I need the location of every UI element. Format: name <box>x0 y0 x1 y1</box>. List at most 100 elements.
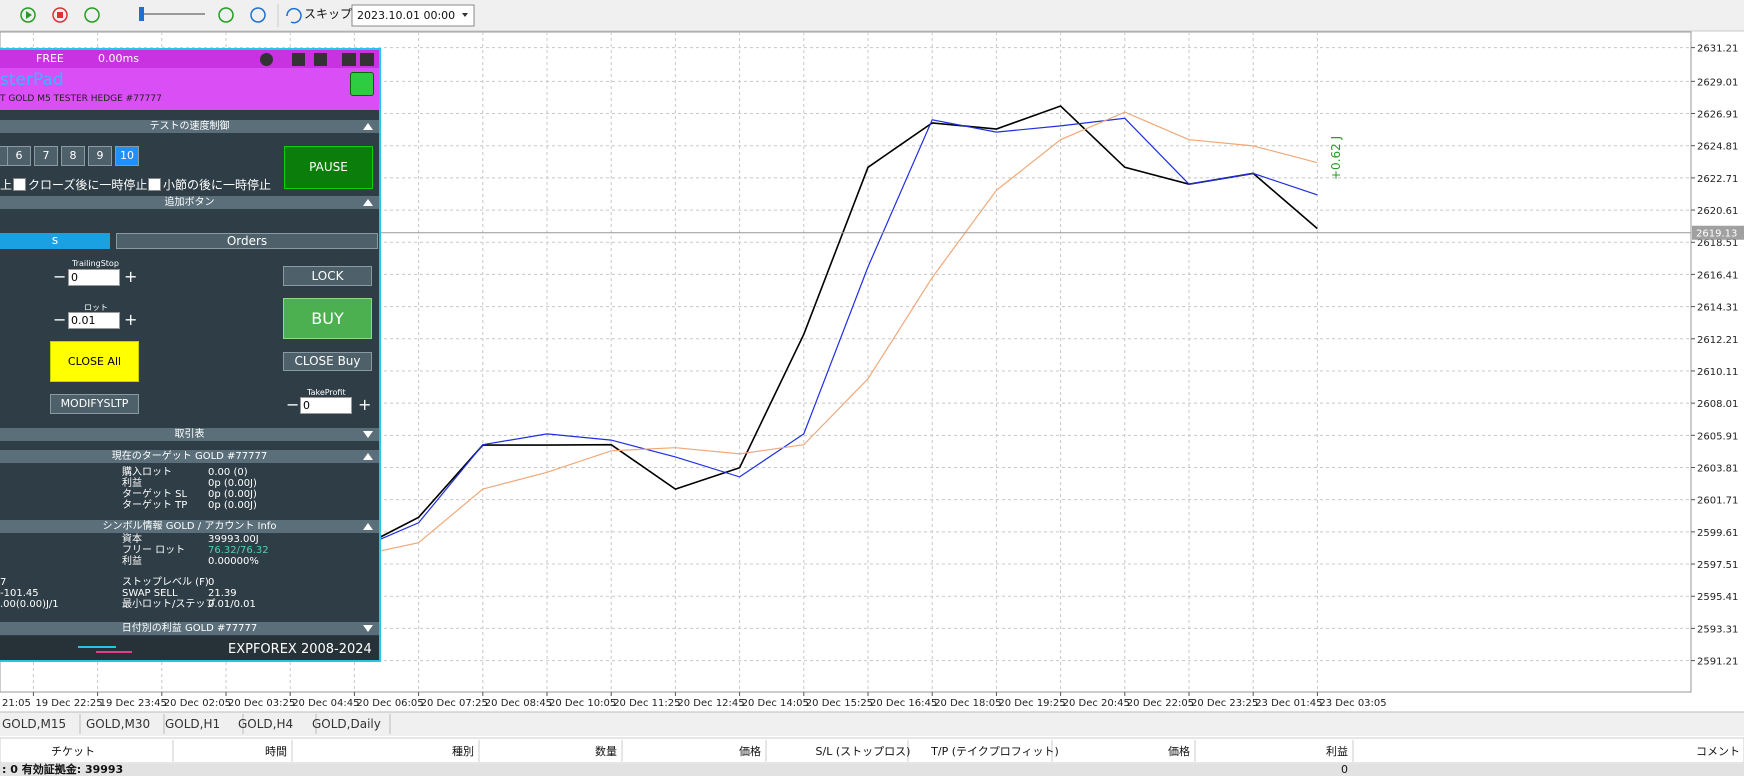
info-icon[interactable] <box>260 53 273 66</box>
field-label: TrailingStop <box>72 259 119 268</box>
plus[interactable]: + <box>124 310 138 329</box>
settings-icon[interactable] <box>314 53 327 66</box>
column-header[interactable]: 種別 <box>452 744 474 758</box>
chart-tab[interactable]: GOLD,Daily <box>312 717 381 731</box>
y-tick-label: 2612.21 <box>1697 335 1738 346</box>
skip-label[interactable]: スキップ <box>304 7 352 21</box>
price-line <box>354 111 1318 558</box>
plus[interactable]: + <box>358 395 372 414</box>
section-header[interactable]: 取引表 <box>0 428 379 441</box>
skip-icon[interactable] <box>286 7 302 24</box>
section-header[interactable]: テストの速度制御 <box>0 120 379 133</box>
y-tick-label: 2593.31 <box>1697 624 1738 635</box>
x-tick-label: 19 Dec 22:25 <box>35 698 102 709</box>
rewind-button[interactable] <box>84 7 100 23</box>
toolbar <box>0 0 1744 31</box>
row-label: ターゲット SL <box>122 489 188 500</box>
tab-bar <box>0 712 1744 736</box>
x-tick-label: 20 Dec 22:05 <box>1127 698 1194 709</box>
minus[interactable]: − <box>286 395 300 414</box>
forward-button[interactable] <box>218 7 234 23</box>
tab[interactable]: s <box>0 233 110 249</box>
row-value: 76.32/76.32 <box>208 545 269 556</box>
checkbox[interactable] <box>13 178 26 191</box>
panel-footer <box>0 636 379 660</box>
panel-titlebar <box>0 50 379 68</box>
speed-button[interactable]: 7 <box>34 146 58 166</box>
speed-button[interactable]: 9 <box>88 146 112 166</box>
dropdown-arrow[interactable] <box>462 13 468 17</box>
x-tick-label: 20 Dec 03:25 <box>228 698 295 709</box>
y-tick-label: 2626.91 <box>1697 110 1738 121</box>
plus[interactable]: + <box>124 267 138 286</box>
y-tick-label: 2629.01 <box>1697 77 1738 88</box>
checkbox[interactable] <box>148 178 161 191</box>
bid-label: 2619.13 <box>1696 229 1737 240</box>
annotation: +0.62 J <box>1329 136 1343 180</box>
chart-tab[interactable]: GOLD,H1 <box>165 717 220 731</box>
column-header[interactable]: コメント <box>1696 745 1740 758</box>
stop-icon <box>57 12 63 18</box>
date-value[interactable]: 2023.10.01 00:00 <box>357 9 455 22</box>
minimize-button[interactable] <box>342 53 356 66</box>
play-button[interactable] <box>20 7 36 23</box>
speed-button[interactable]: 6 <box>7 146 31 166</box>
column-header[interactable]: チケット <box>51 745 95 758</box>
section-header[interactable]: 追加ボタン <box>0 196 379 209</box>
column-header[interactable]: S/L (ストップロス) <box>816 745 911 758</box>
row-value: 0.00000% <box>208 556 259 567</box>
chart-tab[interactable]: GOLD,M30 <box>86 717 150 731</box>
pause-button[interactable]: PAUSE <box>284 146 373 189</box>
end-button[interactable] <box>250 7 266 23</box>
buy-button[interactable]: BUY <box>283 298 372 339</box>
summary-row <box>0 764 1744 776</box>
stop-button[interactable] <box>52 7 68 23</box>
x-tick-label: 23 Dec 01:45 <box>1255 698 1322 709</box>
x-tick-label: 20 Dec 15:25 <box>806 698 873 709</box>
section-header[interactable]: 現在のターゲット GOLD #77777 <box>0 450 379 463</box>
tab[interactable]: Orders <box>116 233 378 249</box>
field-label: TakeProfit <box>307 388 346 397</box>
x-tick-label: 20 Dec 23:25 <box>1191 698 1258 709</box>
date-box[interactable] <box>351 4 475 27</box>
logo-line <box>96 651 132 653</box>
help-icon[interactable] <box>292 53 305 66</box>
column-header[interactable]: 時間 <box>265 745 287 758</box>
modify-button[interactable]: MODIFYSLTP <box>50 394 139 414</box>
lock-button[interactable]: LOCK <box>283 266 372 286</box>
x-tick-label: 20 Dec 19:25 <box>998 698 1065 709</box>
close-buy-button[interactable]: CLOSE Buy <box>283 352 372 371</box>
x-tick-label: 20 Dec 08:45 <box>485 698 552 709</box>
column-header[interactable]: 数量 <box>595 745 617 758</box>
x-tick-label: 20 Dec 02:05 <box>164 698 231 709</box>
speed-button[interactable]: 10 <box>115 146 139 166</box>
panel-title: sterPad <box>0 70 64 90</box>
minus[interactable]: − <box>53 267 67 286</box>
column-header[interactable]: 価格 <box>1168 744 1190 758</box>
y-tick-label: 2599.61 <box>1697 528 1738 539</box>
close-all-button[interactable]: CLOSE All <box>50 341 139 382</box>
row-label: 利益 <box>122 478 142 489</box>
column-header[interactable]: 価格 <box>739 744 761 758</box>
chart-tab[interactable]: GOLD,M15 <box>2 717 66 731</box>
slider-thumb[interactable] <box>139 7 144 21</box>
row-value: 0p (0.00J) <box>208 500 257 511</box>
speed-button[interactable]: 8 <box>61 146 85 166</box>
section-header[interactable]: 日付別の利益 GOLD #77777 <box>0 622 379 635</box>
y-tick-label: 2610.11 <box>1697 367 1738 378</box>
input[interactable]: 0.01 <box>68 312 120 329</box>
x-tick-label: 20 Dec 18:05 <box>934 698 1001 709</box>
section-header[interactable]: シンボル情報 GOLD / アカウント Info <box>0 520 379 533</box>
close-button[interactable] <box>360 53 374 66</box>
column-header[interactable]: T/P (テイクプロフィット) <box>930 745 1059 758</box>
chart-tab[interactable]: GOLD,H4 <box>238 717 293 731</box>
input[interactable]: 0 <box>68 269 120 286</box>
smiley <box>350 72 374 96</box>
input[interactable]: 0 <box>300 397 352 414</box>
row-label: フリー ロット <box>122 545 186 556</box>
summary-text: : 0 有効証拠金: 39993 <box>2 762 123 776</box>
y-tick-label: 2614.31 <box>1697 303 1738 314</box>
minus[interactable]: − <box>53 310 67 329</box>
column-header[interactable]: 利益 <box>1326 744 1348 758</box>
x-tick-label: 20 Dec 10:05 <box>549 698 616 709</box>
